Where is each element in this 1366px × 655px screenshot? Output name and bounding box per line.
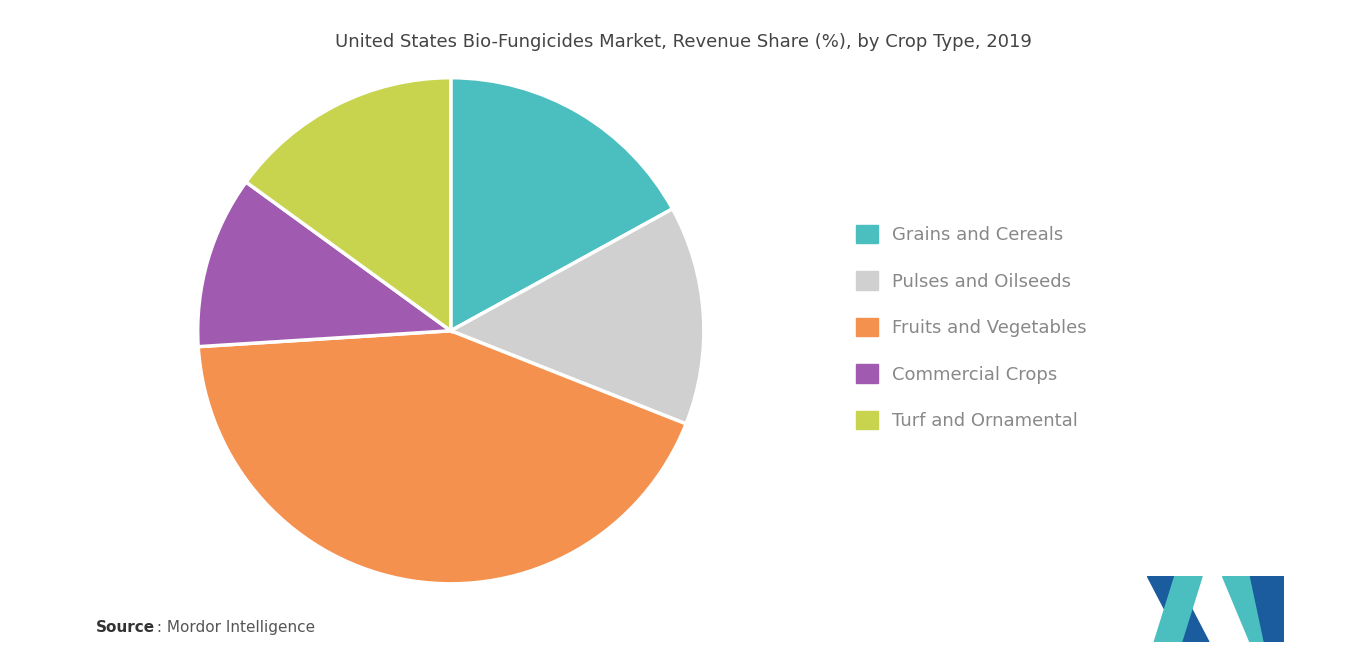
Polygon shape (1154, 576, 1202, 642)
Wedge shape (198, 182, 451, 346)
Text: : Mordor Intelligence: : Mordor Intelligence (152, 620, 314, 635)
Legend: Grains and Cereals, Pulses and Oilseeds, Fruits and Vegetables, Commercial Crops: Grains and Cereals, Pulses and Oilseeds,… (856, 225, 1087, 430)
Polygon shape (1250, 576, 1284, 642)
Polygon shape (1147, 576, 1209, 642)
Wedge shape (451, 78, 672, 331)
Text: United States Bio-Fungicides Market, Revenue Share (%), by Crop Type, 2019: United States Bio-Fungicides Market, Rev… (335, 33, 1031, 50)
Polygon shape (1223, 576, 1277, 642)
Wedge shape (246, 78, 451, 331)
Wedge shape (198, 331, 686, 584)
Text: Source: Source (96, 620, 154, 635)
Wedge shape (451, 209, 703, 424)
